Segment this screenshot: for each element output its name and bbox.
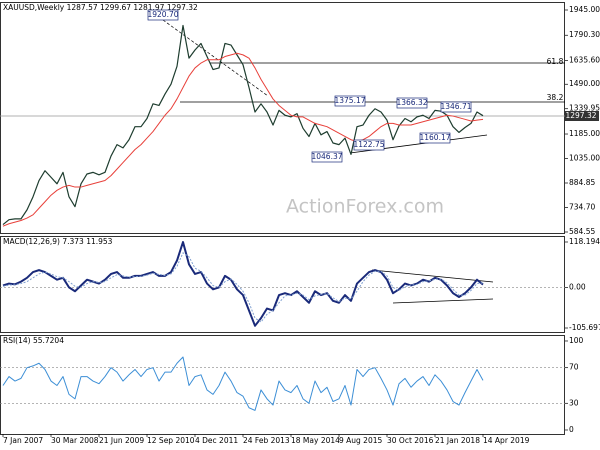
x-tick-label: 24 Feb 2013: [243, 436, 290, 445]
y-tick-label: 1635.60: [569, 55, 600, 64]
x-tick-label: 30 Mar 2008: [51, 436, 99, 445]
annotation: 1920.70: [147, 10, 178, 19]
x-tick-label: 18 May 2014: [291, 436, 340, 445]
x-tick-label: 4 Dec 2011: [195, 436, 238, 445]
macd-trend-lower: [392, 298, 494, 304]
annotation: 1346.71: [440, 102, 471, 111]
x-tick-label: 14 Apr 2019: [483, 436, 530, 445]
y-tick-label: 30: [569, 398, 579, 407]
y-tick-label: 0: [569, 425, 574, 434]
y-tick-label: 734.70: [569, 202, 595, 211]
price-title: XAUUSD,Weekly 1287.57 1299.67 1281.97 12…: [3, 3, 198, 12]
y-tick-label: 118.194: [569, 237, 600, 246]
fib-label: 61.8: [547, 57, 564, 66]
price-tag: [565, 111, 599, 121]
trend-line-dashed: [162, 19, 269, 97]
y-tick-label: 1945.00: [569, 5, 600, 14]
y-tick-label: 1035.00: [569, 153, 600, 162]
price-panel: [0, 2, 565, 234]
annotation-box: [353, 139, 385, 151]
rsi-panel: [0, 335, 565, 435]
y-tick-label: 1339.95: [569, 104, 600, 113]
x-tick-label: 30 Oct 2016: [387, 436, 434, 445]
macd-title: MACD(12,26,9) 7.373 11.953: [3, 237, 113, 246]
series-line: [2, 241, 484, 327]
x-tick-label: 12 Sep 2010: [147, 436, 195, 445]
y-tick-label: 100: [569, 336, 584, 345]
series-line: [2, 52, 484, 227]
y-tick-label: 1490.00: [569, 79, 600, 88]
x-tick-label: 7 Jan 2007: [3, 436, 43, 445]
y-tick-label: 884.85: [569, 178, 595, 187]
annotation: 1366.32: [396, 98, 427, 107]
annotation: 1375.17: [334, 96, 365, 105]
price-tag-label: 1297.32: [565, 111, 596, 120]
macd-trend-upper: [371, 269, 494, 283]
annotation-box: [419, 132, 451, 144]
y-tick-label: 1790.30: [569, 30, 600, 39]
y-tick-label: -105.697: [569, 323, 600, 332]
annotation: 1160.17: [419, 133, 450, 142]
annotation-box: [147, 9, 179, 21]
y-tick-label: 1185.00: [569, 129, 600, 138]
series-line: [2, 24, 484, 226]
annotation-box: [396, 97, 428, 109]
series-line: [2, 356, 484, 411]
x-tick-label: 21 Jan 2018: [435, 436, 480, 445]
x-tick-label: 21 Jun 2009: [99, 436, 144, 445]
y-tick-label: 584.55: [569, 227, 595, 236]
annotation: 1046.37: [311, 152, 342, 161]
rsi-title: RSI(14) 55.7204: [3, 336, 64, 345]
annotation: 1122.75: [353, 140, 384, 149]
annotation-box: [311, 151, 343, 163]
watermark: ActionForex.com: [286, 196, 444, 218]
annotation-box: [334, 95, 366, 107]
fib-label: 38.2: [547, 93, 564, 102]
y-tick-label: 0.00: [569, 282, 586, 291]
annotation-box: [440, 101, 472, 113]
x-tick-label: 9 Aug 2015: [339, 436, 382, 445]
macd-panel: [0, 236, 565, 333]
y-tick-label: 70: [569, 363, 579, 372]
series-line: [2, 252, 484, 323]
